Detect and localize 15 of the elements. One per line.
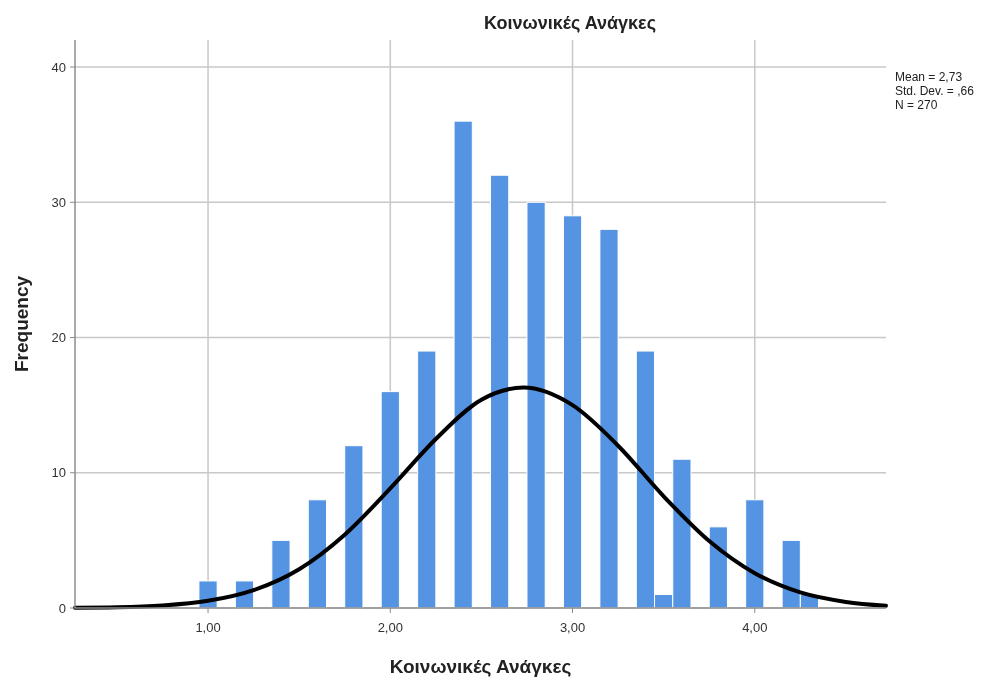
y-tick-label: 30 [51,194,66,210]
y-tick-label: 10 [51,465,66,481]
y-tick-label: 20 [51,330,66,346]
x-tick-label: 2,00 [377,620,403,635]
x-tick-label: 4,00 [742,620,768,635]
x-tick-label: 3,00 [559,620,586,635]
text: Mean = 2,73 [895,70,963,84]
y-axis-title: Frequency [11,275,32,373]
text: N = 270 [895,98,938,112]
y-tick-label: 0 [58,600,66,616]
x-tick-label: 1,00 [195,620,221,635]
chart-title: Κοινωνικές Ανάγκες [483,13,657,33]
text: Std. Dev. = ,66 [895,84,975,98]
y-tick-label: 40 [51,59,66,75]
x-axis-title: Κοινωνικές Ανάγκες [389,656,572,677]
